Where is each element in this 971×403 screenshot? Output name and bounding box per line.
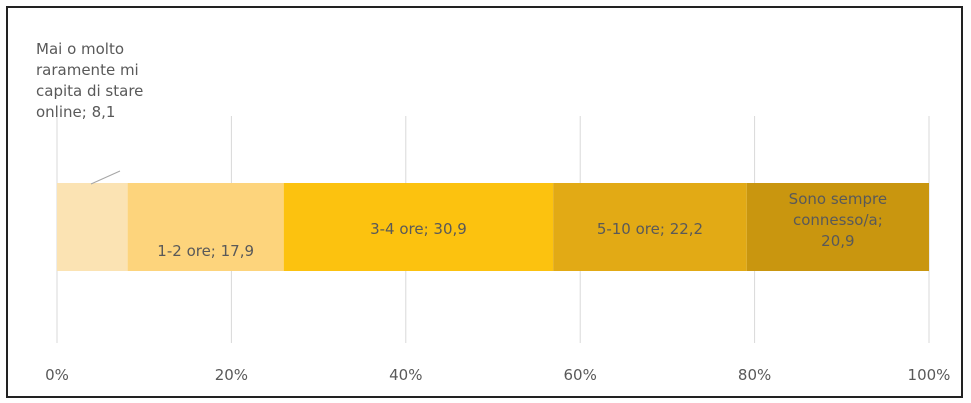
data-label: raramente mi <box>36 61 139 79</box>
x-tick-label: 100% <box>908 366 951 384</box>
data-label: 1-2 ore; 17,9 <box>157 242 254 260</box>
bar-segment <box>553 183 747 271</box>
x-tick-label: 40% <box>389 366 422 384</box>
bar-segment <box>57 183 128 271</box>
data-label: connesso/a; <box>793 211 883 229</box>
data-label: 5-10 ore; 22,2 <box>597 220 703 238</box>
leader-line <box>90 170 121 185</box>
x-tick-label: 60% <box>564 366 597 384</box>
stacked-bar-chart: 0% 20% 40% 60% 80% 100% Mai o molto raramente m… <box>36 40 951 384</box>
data-label: online; 8,1 <box>36 103 115 121</box>
bar-segment <box>127 183 284 271</box>
bar-segment <box>283 183 554 271</box>
data-label: Mai o molto <box>36 40 124 58</box>
x-tick-label: 20% <box>215 366 248 384</box>
data-label: 20,9 <box>821 232 854 250</box>
chart-frame: 0% 20% 40% 60% 80% 100% Mai o molto raramente m… <box>6 6 963 398</box>
x-tick-label: 0% <box>45 366 69 384</box>
data-label: 3-4 ore; 30,9 <box>370 220 467 238</box>
bar-segment <box>746 183 929 271</box>
data-label: capita di stare <box>36 82 143 100</box>
x-tick-label: 80% <box>738 366 771 384</box>
data-label: Sono sempre <box>789 190 887 208</box>
